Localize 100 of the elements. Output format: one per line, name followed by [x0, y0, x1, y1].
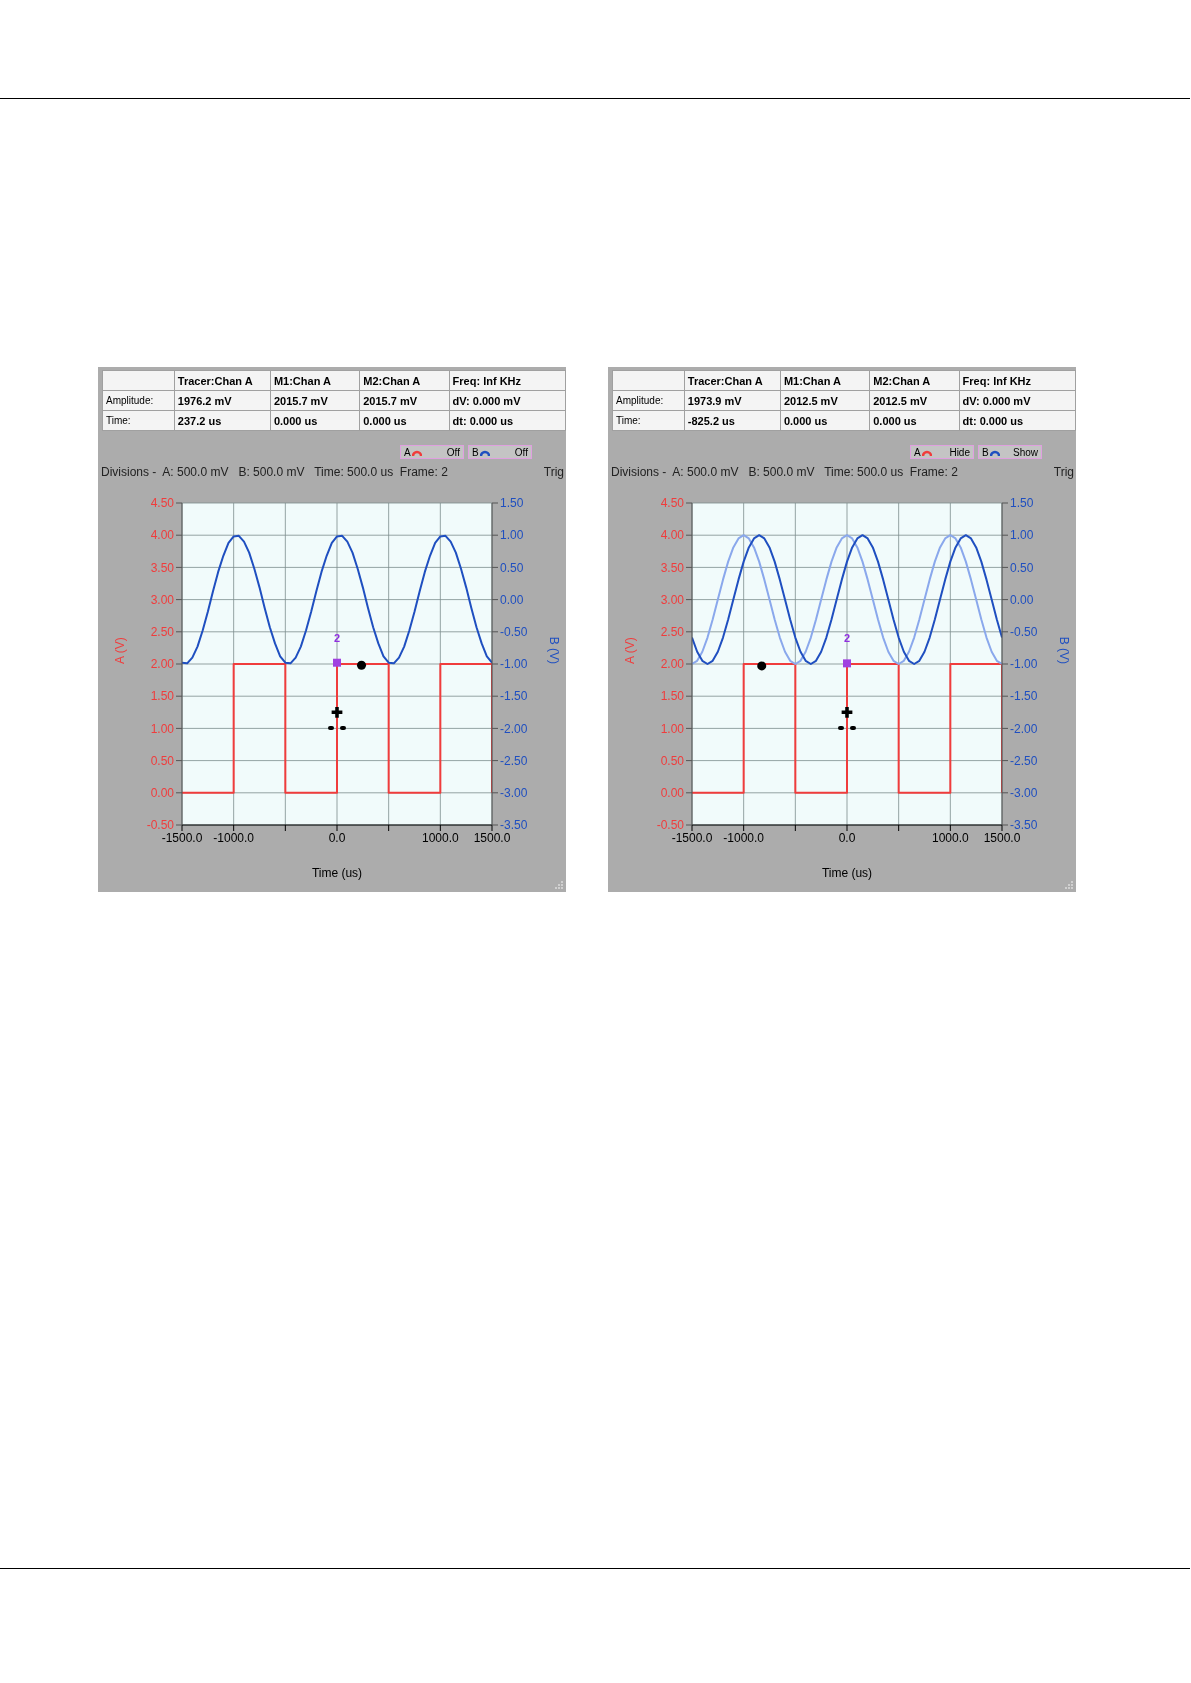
text: -825.2 us — [684, 410, 781, 431]
y-tick-label: 4.50 — [150, 496, 175, 511]
y-tick-label: 0.00 — [660, 786, 685, 801]
y-tick-label: 0.50 — [150, 753, 175, 768]
y2-tick-label: 0.00 — [500, 592, 524, 607]
y2-tick-label: -3.50 — [1010, 818, 1038, 833]
y2-tick-label: -0.50 — [500, 625, 528, 640]
text: 2015.7 mV — [359, 390, 450, 411]
text: dt: 0.000 us — [959, 410, 1076, 431]
y-tick-label: -0.50 — [656, 818, 685, 833]
y-tick-label: 1.00 — [660, 721, 685, 736]
text: Hide — [949, 446, 970, 458]
y-axis-title: A (V) — [113, 637, 128, 664]
text: Off — [446, 446, 460, 458]
text: Time: — [612, 410, 685, 431]
text: Freq: Inf KHz — [449, 370, 566, 391]
text: 2012.5 mV — [869, 390, 960, 411]
text: A — [404, 446, 411, 458]
y2-tick-label: 0.50 — [1010, 560, 1034, 575]
y-tick-label: 4.00 — [150, 528, 175, 543]
y-tick-label: 2.50 — [150, 625, 175, 640]
y-tick-label: 1.00 — [150, 721, 175, 736]
point — [357, 660, 367, 670]
y2-tick-label: 1.00 — [1010, 528, 1034, 543]
annotation: 2 — [333, 632, 341, 645]
text: Amplitude: — [102, 390, 175, 411]
y2-tick-label: 0.50 — [500, 560, 524, 575]
y2-tick-label: 1.50 — [1010, 496, 1034, 511]
x-axis-title: Time (us) — [311, 866, 363, 880]
y2-tick-label: -0.50 — [1010, 625, 1038, 640]
y2-tick-label: 1.00 — [500, 528, 524, 543]
text: Time: — [102, 410, 175, 431]
text: Trig — [1053, 465, 1074, 479]
y2-tick-label: -3.00 — [1010, 786, 1038, 801]
text: 0.000 us — [869, 410, 960, 431]
y-tick-label: 3.50 — [150, 560, 175, 575]
x-tick-label: 1000.0 — [931, 830, 970, 845]
text: 0.000 us — [359, 410, 450, 431]
text: dV: 0.000 mV — [449, 390, 566, 411]
y-axis-title: A (V) — [623, 637, 638, 664]
y-tick-label: 2.00 — [150, 657, 175, 672]
text: 1976.2 mV — [174, 390, 271, 411]
y-tick-label: 0.50 — [660, 753, 685, 768]
y2-tick-label: -3.00 — [500, 786, 528, 801]
point — [331, 706, 343, 718]
text: Amplitude: — [612, 390, 685, 411]
x-axis-title: Time (us) — [821, 866, 873, 880]
x-tick-label: -1000.0 — [723, 830, 765, 845]
x-tick-label: -1500.0 — [161, 830, 203, 845]
y-tick-label: 3.50 — [660, 560, 685, 575]
y2-tick-label: 1.50 — [500, 496, 524, 511]
y-tick-label: -0.50 — [146, 818, 175, 833]
y-tick-label: 2.50 — [660, 625, 685, 640]
x-tick-label: -1500.0 — [671, 830, 713, 845]
y-tick-label: 4.50 — [660, 496, 685, 511]
y2-tick-label: -1.00 — [1010, 657, 1038, 672]
text: Show — [1012, 446, 1038, 458]
text: dV: 0.000 mV — [959, 390, 1076, 411]
y2-tick-label: -1.50 — [1010, 689, 1038, 704]
y-tick-label: 2.00 — [660, 657, 685, 672]
y2-tick-label: 0.00 — [1010, 592, 1034, 607]
y2-tick-label: -1.00 — [500, 657, 528, 672]
x-tick-label: 0.0 — [328, 830, 346, 845]
line-series — [182, 534, 492, 665]
text: 2012.5 mV — [780, 390, 870, 411]
text: 1973.9 mV — [684, 390, 781, 411]
annotation: 2 — [843, 632, 851, 645]
y-tick-label: 3.00 — [660, 592, 685, 607]
point — [333, 658, 341, 667]
x-tick-label: 1000.0 — [421, 830, 460, 845]
text: 0.000 us — [780, 410, 870, 431]
y2-axis-title: B (V) — [1056, 636, 1071, 664]
text: Off — [514, 446, 528, 458]
text: M2:Chan A — [869, 370, 960, 391]
y2-axis-title: B (V) — [546, 636, 561, 664]
y2-tick-label: -1.50 — [500, 689, 528, 704]
text: 2015.7 mV — [270, 390, 360, 411]
text: Tracer:Chan A — [174, 370, 271, 391]
point — [841, 706, 853, 718]
point — [843, 659, 851, 668]
y-tick-label: 4.00 — [660, 528, 685, 543]
y2-tick-label: -3.50 — [500, 818, 528, 833]
y2-tick-label: -2.00 — [500, 721, 528, 736]
y2-tick-label: -2.50 — [1010, 753, 1038, 768]
y2-tick-label: -2.00 — [1010, 721, 1038, 736]
text: Tracer:Chan A — [684, 370, 781, 391]
text: 237.2 us — [174, 410, 271, 431]
point — [757, 661, 767, 671]
text: Freq: Inf KHz — [959, 370, 1076, 391]
text: dt: 0.000 us — [449, 410, 566, 431]
x-tick-label: 1500.0 — [473, 830, 511, 845]
text: M1:Chan A — [780, 370, 870, 391]
text: Divisions - A: 500.0 mV B: 500.0 mV Time: 500.0 us Frame: 2 — [611, 465, 958, 479]
y2-tick-label: -2.50 — [500, 753, 528, 768]
line-series — [692, 534, 1002, 665]
text: M2:Chan A — [359, 370, 450, 391]
x-tick-label: 0.0 — [838, 830, 856, 845]
y-tick-label: 0.00 — [150, 786, 175, 801]
x-tick-label: -1000.0 — [213, 830, 255, 845]
x-tick-label: 1500.0 — [983, 830, 1021, 845]
